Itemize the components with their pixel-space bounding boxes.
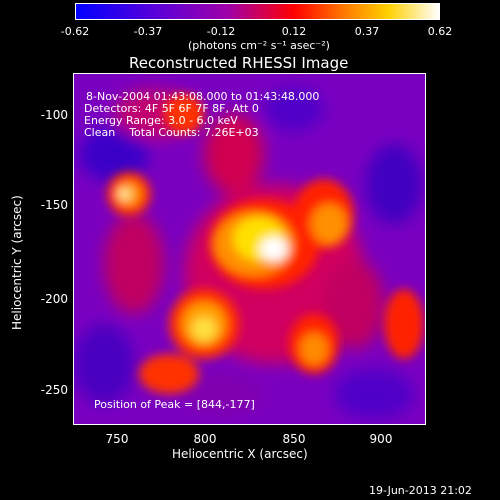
- x-tick: 900: [369, 432, 393, 446]
- x-tick: 800: [193, 432, 217, 446]
- y-tick: -250: [40, 383, 68, 397]
- timestamp: 19-Jun-2013 21:02: [369, 484, 472, 497]
- x-tick: 750: [105, 432, 129, 446]
- colorbar-tick: -0.37: [133, 25, 163, 38]
- colorbar-tick: -0.62: [60, 25, 90, 38]
- colorbar-tick: 0.37: [354, 25, 380, 38]
- y-tick: -200: [40, 292, 68, 306]
- heatmap-canvas: [74, 74, 425, 424]
- colorbar: [75, 3, 440, 20]
- info-line-2: Detectors: 4F 5F 6F 7F 8F, Att 0: [84, 102, 259, 115]
- image-title: Reconstructed RHESSI Image: [129, 54, 349, 72]
- rhessi-image: 8-Nov-2004 01:43:08.000 to 01:43:48.000 …: [73, 73, 426, 425]
- colorbar-tick: 0.62: [427, 25, 453, 38]
- y-axis-label: Heliocentric Y (arcsec): [10, 195, 24, 330]
- x-tick: 850: [282, 432, 306, 446]
- colorbar-tick: -0.12: [206, 25, 236, 38]
- info-line-3: Energy Range: 3.0 - 6.0 keV: [84, 114, 238, 127]
- x-axis-label: Heliocentric X (arcsec): [172, 447, 308, 461]
- y-tick: -100: [40, 108, 68, 122]
- info-line-4: Clean Total Counts: 7.26E+03: [84, 126, 259, 139]
- colorbar-units: (photons cm⁻² s⁻¹ asec⁻²): [188, 39, 330, 52]
- y-tick: -150: [40, 198, 68, 212]
- colorbar-tick: 0.12: [281, 25, 307, 38]
- peak-position: Position of Peak = [844,-177]: [94, 398, 255, 411]
- info-line-1: 8-Nov-2004 01:43:08.000 to 01:43:48.000: [86, 90, 320, 103]
